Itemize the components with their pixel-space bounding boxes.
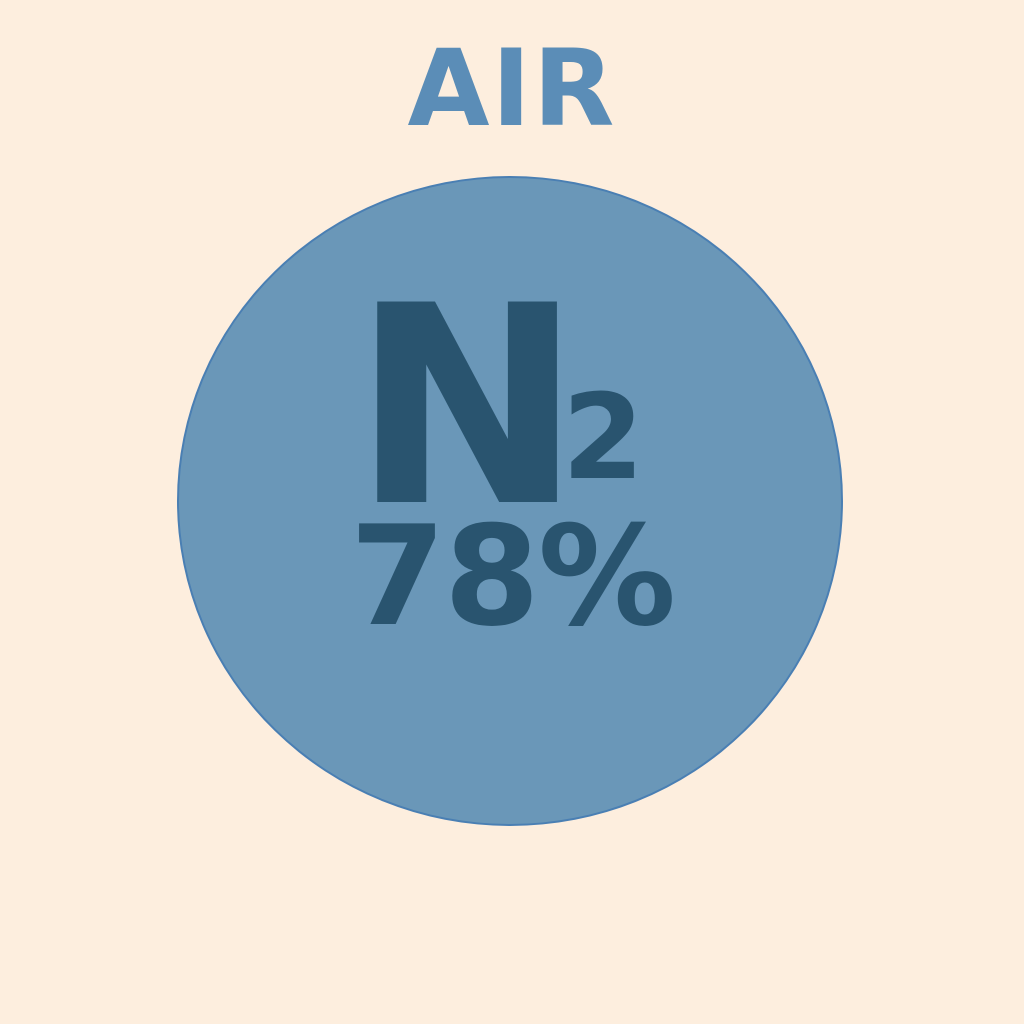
page-title: AIR bbox=[407, 27, 617, 150]
chemical-formula: N 2 bbox=[352, 270, 672, 545]
element-symbol: N bbox=[352, 247, 583, 567]
nitrogen-circle bbox=[177, 176, 843, 826]
molecule-subscript: 2 bbox=[562, 368, 645, 506]
percentage-value: 78% bbox=[349, 496, 676, 657]
